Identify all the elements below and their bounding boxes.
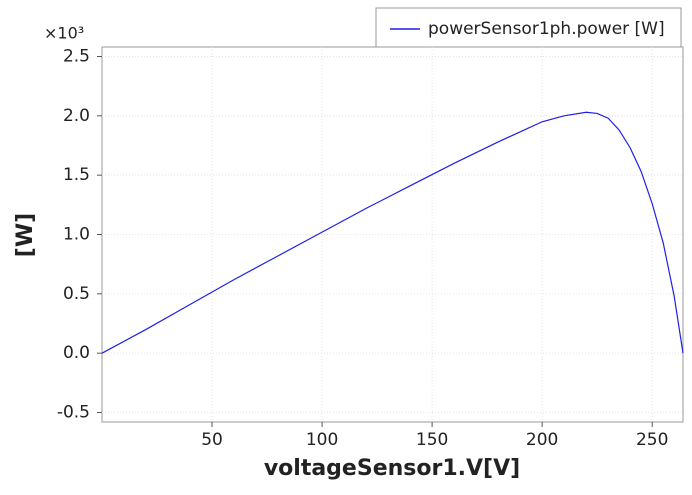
x-tick-label: 50 [201, 430, 223, 450]
x-tick-label: 150 [416, 430, 448, 450]
legend [375, 7, 682, 48]
data-line [101, 111, 684, 354]
x-tick-label: 200 [526, 430, 558, 450]
y-tick-label: 2.0 [63, 106, 90, 126]
y-tick-label: 0.5 [63, 284, 90, 304]
y-tick-label: -0.5 [57, 403, 90, 423]
y-tick-label: 1.0 [63, 225, 90, 245]
y-tick-label: 1.5 [63, 165, 90, 185]
y-tick-label: 2.5 [63, 46, 90, 66]
y-tick-label: 0.0 [63, 343, 90, 363]
x-tick-label: 250 [636, 430, 668, 450]
x-tick-label: 100 [306, 430, 338, 450]
y-axis-label: [W] [13, 213, 38, 257]
x-axis-label: voltageSensor1.V[V] [264, 456, 520, 481]
y-multiplier: ×10³ [44, 24, 84, 43]
legend-label: powerSensor1ph.power [W] [428, 19, 665, 39]
